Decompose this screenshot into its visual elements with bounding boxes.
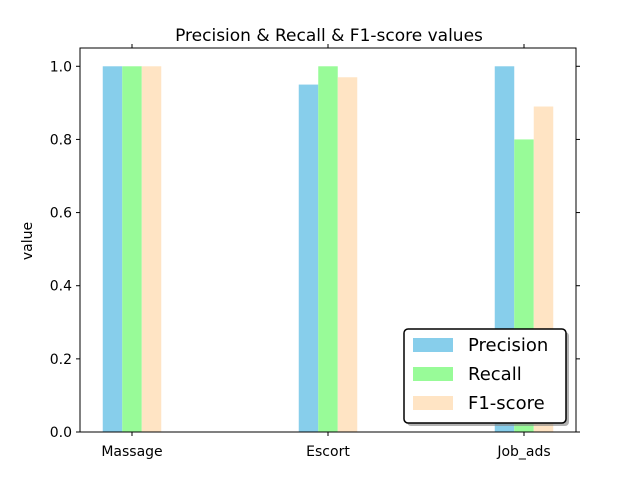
y-tick-label: 0.0 [50, 425, 72, 441]
y-tick-label: 0.6 [50, 206, 72, 222]
y-tick-label: 0.2 [50, 352, 72, 368]
x-tick-label-massage: Massage [101, 444, 162, 460]
bar-f1-score-massage [141, 66, 162, 433]
y-tick-label: 0.8 [50, 132, 72, 148]
legend: Precision Recall F1-score [403, 328, 569, 426]
y-axis-label: value [20, 222, 36, 260]
x-tick-label-job_ads: Job_ads [496, 444, 550, 460]
bar-precision-escort [298, 84, 319, 433]
y-tick-label: 1.0 [50, 59, 72, 75]
bar-recall-massage [122, 66, 142, 433]
axes-layer: 0.0 0.2 0.4 0.6 0.8 1.0 Massage Escort Job_ads [50, 44, 580, 460]
bar-f1-score-escort [337, 77, 358, 432]
bar-precision-massage [102, 66, 123, 433]
y-tick-label: 0.4 [50, 279, 72, 295]
legend-label-precision: Precision [468, 335, 548, 356]
legend-label-recall: Recall [468, 364, 522, 385]
bar-recall-escort [318, 66, 338, 433]
legend-swatch-recall [413, 367, 453, 381]
legend-label-f1-score: F1-score [468, 393, 545, 414]
legend-swatch-f1-score [413, 396, 453, 410]
chart-title: Precision & Recall & F1-score values [175, 26, 483, 46]
x-tick-label-escort: Escort [306, 444, 350, 460]
legend-swatch-precision [413, 338, 453, 352]
